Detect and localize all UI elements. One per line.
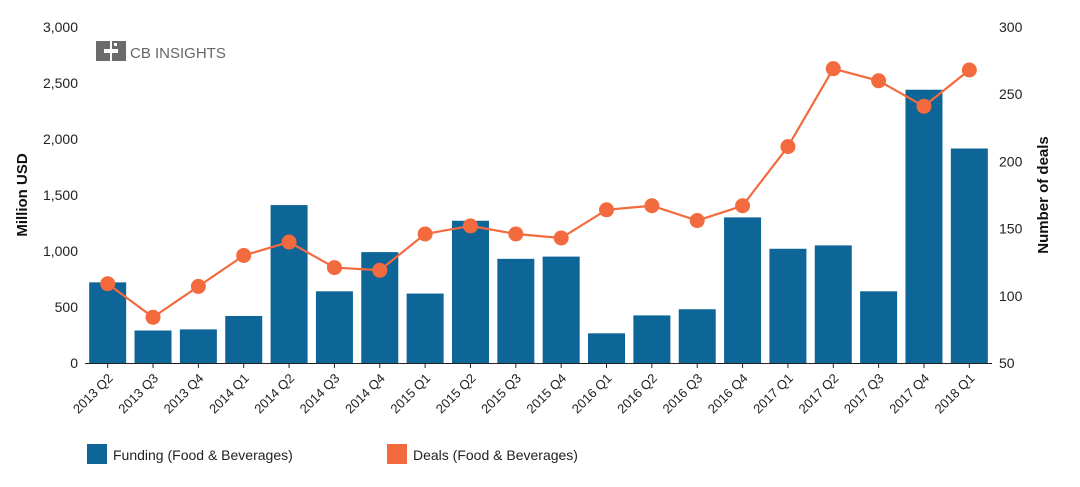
deals-point xyxy=(689,213,705,229)
x-tick-label: 2017 Q1 xyxy=(750,371,796,417)
funding-bar xyxy=(860,291,898,363)
y-left-axis-title: Million USD xyxy=(14,153,31,236)
x-tick-label: 2016 Q3 xyxy=(659,371,705,417)
deals-point xyxy=(508,226,524,242)
deals-point xyxy=(825,61,841,77)
y-right-tick-label: 100 xyxy=(999,288,1023,304)
y-left-tick-label: 1,500 xyxy=(43,187,78,203)
funding-bar xyxy=(497,258,535,363)
deals-point xyxy=(145,309,161,325)
funding-bar xyxy=(950,148,988,363)
x-tick-label: 2014 Q2 xyxy=(251,371,297,417)
y-left-tick-label: 0 xyxy=(70,355,78,371)
y-right-tick-label: 200 xyxy=(999,153,1023,169)
y-left-tick-label: 500 xyxy=(55,299,79,315)
funding-bar xyxy=(406,293,444,363)
legend-label-deals: Deals (Food & Beverages) xyxy=(413,447,578,463)
deals-point xyxy=(780,139,796,155)
deals-point xyxy=(961,62,977,78)
deals-point xyxy=(236,247,252,263)
deals-line xyxy=(107,67,971,319)
funding-bar xyxy=(542,256,580,363)
x-tick-label: 2014 Q3 xyxy=(297,371,343,417)
legend-swatch-deals xyxy=(387,444,407,464)
y-left-tick-label: 2,000 xyxy=(43,131,78,147)
deals-point xyxy=(644,198,660,214)
x-tick-label: 2018 Q1 xyxy=(932,371,978,417)
deals-point xyxy=(281,234,297,250)
funding-bar xyxy=(270,205,308,363)
funding-bar xyxy=(905,89,943,363)
y-left-tick-label: 3,000 xyxy=(43,19,78,35)
funding-bar xyxy=(633,315,671,363)
x-tick-label: 2015 Q4 xyxy=(523,371,569,417)
x-tick-label: 2014 Q4 xyxy=(342,371,388,417)
y-right-tick-label: 50 xyxy=(999,355,1015,371)
deals-point xyxy=(100,276,116,292)
y-right-tick-label: 150 xyxy=(999,221,1023,237)
x-tick-label: 2016 Q2 xyxy=(614,371,660,417)
legend-swatch-funding xyxy=(87,444,107,464)
x-tick-label: 2017 Q4 xyxy=(886,371,932,417)
x-tick-label: 2016 Q4 xyxy=(705,371,751,417)
deals-point xyxy=(372,262,388,278)
funding-bar xyxy=(225,315,263,363)
funding-bar xyxy=(315,291,353,363)
funding-bar xyxy=(769,248,807,363)
y-left-tick-label: 2,500 xyxy=(43,75,78,91)
deals-point xyxy=(417,226,433,242)
deals-point xyxy=(871,73,887,89)
deals-point xyxy=(462,218,478,234)
legend-label-funding: Funding (Food & Beverages) xyxy=(113,447,293,463)
funding-bar xyxy=(588,333,626,363)
funding-bar xyxy=(814,245,852,363)
x-tick-label: 2015 Q3 xyxy=(478,371,524,417)
deals-point xyxy=(326,260,342,276)
y-right-axis-title: Number of deals xyxy=(1035,136,1052,254)
line-group xyxy=(100,61,977,325)
logo-text: CB INSIGHTS xyxy=(130,45,226,62)
deals-point xyxy=(599,202,615,218)
bars-group xyxy=(89,89,988,363)
x-tick-label: 2015 Q2 xyxy=(433,371,479,417)
y-left-tick-label: 1,000 xyxy=(43,243,78,259)
x-tick-label: 2013 Q2 xyxy=(70,371,116,417)
funding-bar xyxy=(89,282,127,363)
legend: Funding (Food & Beverages) Deals (Food & … xyxy=(87,444,578,464)
deals-point xyxy=(553,230,569,246)
deals-point xyxy=(916,98,932,114)
deals-point xyxy=(190,278,206,294)
cb-insights-logo: CB INSIGHTS xyxy=(96,41,226,62)
x-tick-label: 2013 Q4 xyxy=(161,371,207,417)
funding-bar xyxy=(678,309,716,363)
x-tick-label: 2017 Q2 xyxy=(796,371,842,417)
x-tick-label: 2017 Q3 xyxy=(841,371,887,417)
funding-bar xyxy=(134,330,172,363)
funding-bar xyxy=(451,220,489,363)
x-tick-label: 2016 Q1 xyxy=(569,371,615,417)
funding-bar xyxy=(724,217,762,363)
y-right-tick-label: 250 xyxy=(999,86,1023,102)
funding-bar xyxy=(179,329,217,363)
y-right-tick-label: 300 xyxy=(999,19,1023,35)
x-tick-label: 2014 Q1 xyxy=(206,371,252,417)
x-tick-label: 2013 Q3 xyxy=(115,371,161,417)
x-tick-label: 2015 Q1 xyxy=(387,371,433,417)
deals-point xyxy=(735,198,751,214)
